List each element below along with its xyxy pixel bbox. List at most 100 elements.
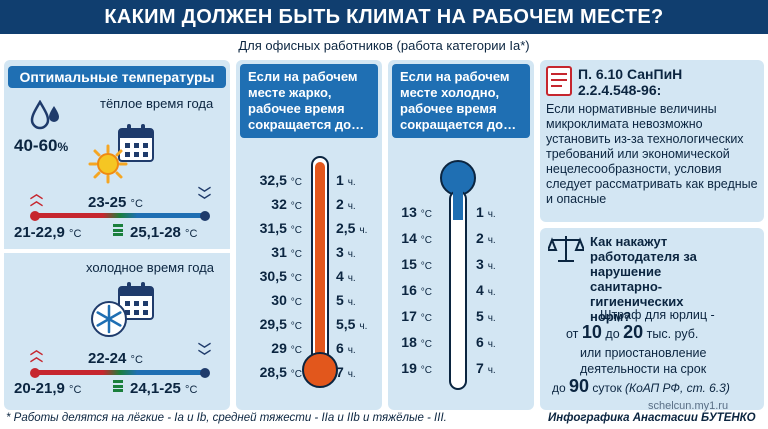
warm-optimal-value: 23-25 bbox=[88, 194, 127, 211]
hot-hours-5: 5 ч. bbox=[336, 292, 356, 308]
hot-hours-7: 6 ч. bbox=[336, 340, 356, 356]
penalty-amount-line: от 10 до 20 тыс. руб. bbox=[566, 322, 698, 343]
hours-value: 2,5 bbox=[336, 220, 356, 236]
temperature-unit: °C bbox=[290, 369, 302, 380]
warm-low-unit: °C bbox=[69, 228, 82, 240]
cold-temp-2: 15 °C bbox=[401, 256, 432, 272]
cold-scale-left-dot bbox=[30, 368, 40, 378]
penalty-to: до bbox=[605, 327, 620, 341]
cold-optimal-value: 22-24 bbox=[88, 350, 127, 367]
sanpin-panel bbox=[540, 60, 764, 222]
cold-acceptable-high: 24,1-25 °C bbox=[130, 380, 197, 397]
temperature-unit: °C bbox=[290, 345, 302, 356]
cold-temp-1: 14 °C bbox=[401, 230, 432, 246]
snowflake-icon bbox=[90, 300, 128, 343]
penalty-min: 10 bbox=[581, 322, 602, 342]
temperature-value: 30 bbox=[271, 292, 287, 308]
hours-value: 4 bbox=[476, 282, 484, 298]
hours-value: 1 bbox=[476, 204, 484, 220]
warm-up-chevrons-icon: ︿ ︿ bbox=[30, 186, 44, 208]
watermark: schelcun.my1.ru bbox=[648, 400, 729, 412]
hot-hours-6: 5,5 ч. bbox=[336, 316, 367, 332]
hours-value: 5,5 bbox=[336, 316, 356, 332]
cold-hours-5: 6 ч. bbox=[476, 334, 496, 350]
hours-unit: ч. bbox=[487, 365, 496, 376]
hours-value: 7 bbox=[336, 364, 344, 380]
temperature-value: 16 bbox=[401, 282, 417, 298]
hours-unit: ч. bbox=[347, 345, 356, 356]
cold-header: Если на рабочем месте холодно, рабочее в… bbox=[392, 64, 530, 138]
cold-equal-sign-mid bbox=[113, 385, 123, 388]
cold-high-value: 24,1-25 bbox=[130, 380, 181, 397]
hot-temp-4: 30,5 °C bbox=[260, 268, 302, 284]
hours-value: 5 bbox=[476, 308, 484, 324]
hot-hours-3: 3 ч. bbox=[336, 244, 356, 260]
warm-low-value: 21-22,9 bbox=[14, 224, 65, 241]
temperature-value: 19 bbox=[401, 360, 417, 376]
hours-unit: ч. bbox=[347, 273, 356, 284]
penalty-from: от bbox=[566, 327, 579, 341]
warm-high-unit: °C bbox=[185, 228, 198, 240]
penalty-law: (КоАП РФ, ст. 6.3) bbox=[625, 381, 730, 395]
hours-unit: ч. bbox=[359, 321, 368, 332]
footnote: * Работы делятся на лёгкие - Ia и Ib, ср… bbox=[6, 412, 447, 424]
hot-temp-3: 31 °C bbox=[271, 244, 302, 260]
hot-hours-8: 7 ч. bbox=[336, 364, 356, 380]
optimal-header: Оптимальные температуры bbox=[8, 66, 226, 88]
hot-temp-7: 29 °C bbox=[271, 340, 302, 356]
cold-hours-0: 1 ч. bbox=[476, 204, 496, 220]
cold-temp-0: 13 °C bbox=[401, 204, 432, 220]
penalty-days-unit: суток bbox=[592, 381, 622, 395]
temperature-value: 29 bbox=[271, 340, 287, 356]
temperature-value: 31,5 bbox=[259, 220, 287, 236]
cold-thermometer bbox=[440, 160, 476, 392]
warm-scale-right-dot bbox=[200, 211, 210, 221]
hot-temp-6: 29,5 °C bbox=[260, 316, 302, 332]
hours-value: 6 bbox=[336, 340, 344, 356]
hours-unit: ч. bbox=[487, 235, 496, 246]
cold-temp-6: 19 °C bbox=[401, 360, 432, 376]
temperature-unit: °C bbox=[290, 177, 302, 188]
cold-up-chevrons-icon: ︿ ︿ bbox=[30, 342, 44, 364]
cold-optimal-range: 22-24 °C bbox=[88, 350, 143, 367]
hours-unit: ч. bbox=[487, 287, 496, 298]
credit: Инфографика Анастасии БУТЕНКО bbox=[548, 412, 756, 424]
sun-icon bbox=[88, 144, 128, 189]
penalty-days-line: до 90 суток (КоАП РФ, ст. 6.3) bbox=[552, 376, 730, 397]
hours-value: 6 bbox=[476, 334, 484, 350]
penalty-money-unit: тыс. руб. bbox=[646, 327, 699, 341]
optimal-divider bbox=[4, 249, 230, 253]
cold-temp-5: 18 °C bbox=[401, 334, 432, 350]
warm-acceptable-low: 21-22,9 °C bbox=[14, 224, 81, 241]
humidity-unit: % bbox=[57, 140, 69, 154]
hours-unit: ч. bbox=[347, 369, 356, 380]
temperature-unit: °C bbox=[290, 225, 302, 236]
page-subtitle: Для офисных работников (работа категории… bbox=[238, 38, 530, 53]
hours-unit: ч. bbox=[347, 177, 356, 188]
hot-rows: 32,5 °C 1 ч. 32 °C 2 ч. 31,5 °C 2,5 ч. 31 °C 3 … bbox=[240, 172, 380, 382]
hours-unit: ч. bbox=[487, 209, 496, 220]
hot-temp-0: 32,5 °C bbox=[260, 172, 302, 188]
cold-hours-2: 3 ч. bbox=[476, 256, 496, 272]
temperature-unit: °C bbox=[420, 313, 432, 324]
hours-unit: ч. bbox=[487, 339, 496, 350]
cold-high-unit: °C bbox=[185, 384, 198, 396]
document-icon bbox=[546, 66, 572, 101]
hours-value: 2 bbox=[336, 196, 344, 212]
hot-temp-8: 28,5 °C bbox=[260, 364, 302, 380]
temperature-value: 32 bbox=[271, 196, 287, 212]
hours-value: 5 bbox=[336, 292, 344, 308]
temperature-value: 18 bbox=[401, 334, 417, 350]
cold-low-unit: °C bbox=[69, 384, 82, 396]
humidity-number: 40-60 bbox=[14, 136, 58, 155]
sanpin-text: Если нормативные величины микроклимата н… bbox=[546, 102, 758, 206]
temperature-unit: °C bbox=[290, 321, 302, 332]
hot-hours-2: 2,5 ч. bbox=[336, 220, 367, 236]
warm-high-value: 25,1-28 bbox=[130, 224, 181, 241]
temperature-unit: °C bbox=[290, 297, 302, 308]
warm-scale-bar bbox=[34, 213, 206, 218]
warm-acceptable-high: 25,1-28 °C bbox=[130, 224, 197, 241]
penalty-panel bbox=[540, 228, 764, 410]
page-title: КАКИМ ДОЛЖЕН БЫТЬ КЛИМАТ НА РАБОЧЕМ МЕСТ… bbox=[0, 0, 768, 34]
warm-down-chevrons-icon: ﹀ ﹀ bbox=[198, 186, 212, 208]
